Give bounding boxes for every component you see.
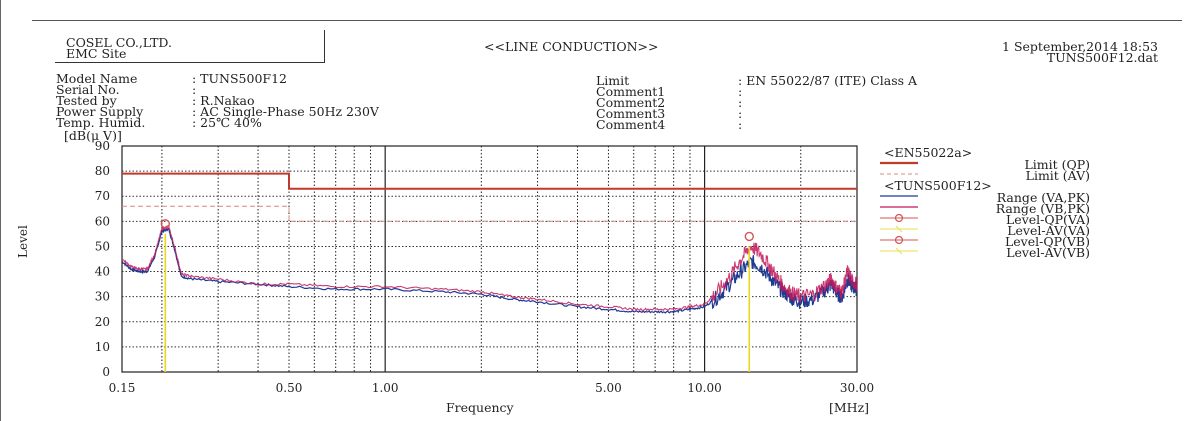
legend-item-range-va: Range (VA,PK) bbox=[996, 190, 1090, 205]
x-tick-label: 0.15 bbox=[109, 381, 136, 395]
header-box-right bbox=[324, 30, 325, 62]
legend-swatch-circle bbox=[894, 235, 904, 245]
site-name: EMC Site bbox=[66, 46, 127, 61]
info-right-label: Limit bbox=[596, 73, 630, 88]
series-range-vb bbox=[121, 224, 858, 312]
x-tick-label: 1.00 bbox=[372, 381, 399, 395]
info-label: Model Name bbox=[56, 71, 138, 86]
outer-frame-top bbox=[32, 20, 1182, 21]
y-unit-label: [dB(μ V)] bbox=[64, 128, 122, 143]
page-title: <<LINE CONDUCTION>> bbox=[484, 39, 659, 54]
legend-group-limit: <EN55022a> bbox=[884, 145, 973, 160]
legend-swatch-cross bbox=[895, 225, 903, 233]
x-tick-label: 5.00 bbox=[595, 381, 622, 395]
info-labels: Model Name Serial No. Tested by Power Su… bbox=[56, 71, 146, 130]
info-values: : TUNS500F12 : : R.Nakao : AC Single-Pha… bbox=[192, 71, 379, 130]
plot-frame bbox=[121, 145, 858, 373]
info-right-value: : bbox=[738, 95, 743, 110]
limit-qp-line bbox=[122, 172, 857, 190]
info-right-label: Comment4 bbox=[596, 117, 666, 132]
legend-item-level-av-vb: Level-AV(VB) bbox=[1006, 245, 1090, 260]
info-value: : TUNS500F12 bbox=[192, 71, 287, 86]
y-tick-label: 0 bbox=[102, 365, 110, 379]
legend-item-level-qp-va: Level-QP(VA) bbox=[1006, 212, 1090, 227]
x-tick-label: 30.00 bbox=[840, 381, 874, 395]
info-right-label: Comment1 bbox=[596, 84, 666, 99]
company-name: COSEL CO.,LTD. bbox=[66, 35, 172, 50]
x-axis-title: Frequency bbox=[446, 400, 514, 415]
info-right-value: : EN 55022/87 (ITE) Class A bbox=[738, 73, 918, 88]
info-right-label: Comment2 bbox=[596, 95, 666, 110]
date-time: 1 September,2014 18:53 bbox=[1002, 39, 1158, 54]
legend-group-eut: <TUNS500F12> bbox=[884, 178, 992, 193]
y-tick-label: 90 bbox=[95, 139, 110, 153]
data-filename: TUNS500F12.dat bbox=[1046, 50, 1158, 65]
info-right-labels: Limit Comment1 Comment2 Comment3 Comment… bbox=[596, 73, 666, 132]
y-tick-label: 80 bbox=[95, 164, 110, 178]
y-tick-label: 70 bbox=[95, 189, 110, 203]
outer-frame-left bbox=[0, 0, 1, 421]
info-label: Power Supply bbox=[56, 104, 144, 119]
series-range-va bbox=[121, 227, 858, 314]
info-value: : 25℃ 40% bbox=[192, 115, 262, 130]
info-right-values: : EN 55022/87 (ITE) Class A : : : : bbox=[738, 73, 918, 132]
x-tick-label: 10.00 bbox=[687, 381, 721, 395]
info-label: Tested by bbox=[56, 93, 117, 108]
info-value: : R.Nakao bbox=[192, 93, 255, 108]
x-unit-label: [MHz] bbox=[829, 400, 870, 415]
legend-item-limit-qp: Limit (QP) bbox=[1024, 157, 1090, 172]
info-label: Temp. Humid. bbox=[56, 115, 146, 130]
y-tick-label: 20 bbox=[95, 315, 110, 329]
legend-item-limit-av: Limit (AV) bbox=[1025, 168, 1090, 183]
info-value: : AC Single-Phase 50Hz 230V bbox=[192, 104, 379, 119]
legend-item-range-vb: Range (VB,PK) bbox=[995, 201, 1090, 216]
legend-item-level-av-va: Level-AV(VA) bbox=[1007, 223, 1090, 238]
x-tick-label: 0.50 bbox=[276, 381, 303, 395]
y-tick-label: 30 bbox=[95, 290, 110, 304]
info-right-value: : bbox=[738, 117, 743, 132]
info-value: : bbox=[192, 82, 197, 97]
limit-av-line bbox=[122, 205, 857, 222]
legend-swatch-circle bbox=[894, 213, 904, 223]
y-tick-label: 10 bbox=[95, 340, 110, 354]
marker-qp-circle bbox=[160, 219, 171, 229]
info-label: Serial No. bbox=[56, 82, 120, 97]
header-box-bottom bbox=[55, 62, 325, 63]
info-right-value: : bbox=[738, 84, 743, 99]
legend-swatch-cross bbox=[895, 247, 903, 255]
y-tick-label: 50 bbox=[95, 239, 110, 253]
y-tick-label: 60 bbox=[95, 214, 110, 228]
legend-item-level-qp-vb: Level-QP(VB) bbox=[1004, 234, 1090, 249]
info-right-label: Comment3 bbox=[596, 106, 666, 121]
info-right-value: : bbox=[738, 106, 743, 121]
marker-qp-circle bbox=[744, 231, 754, 242]
y-tick-label: 40 bbox=[95, 265, 110, 279]
